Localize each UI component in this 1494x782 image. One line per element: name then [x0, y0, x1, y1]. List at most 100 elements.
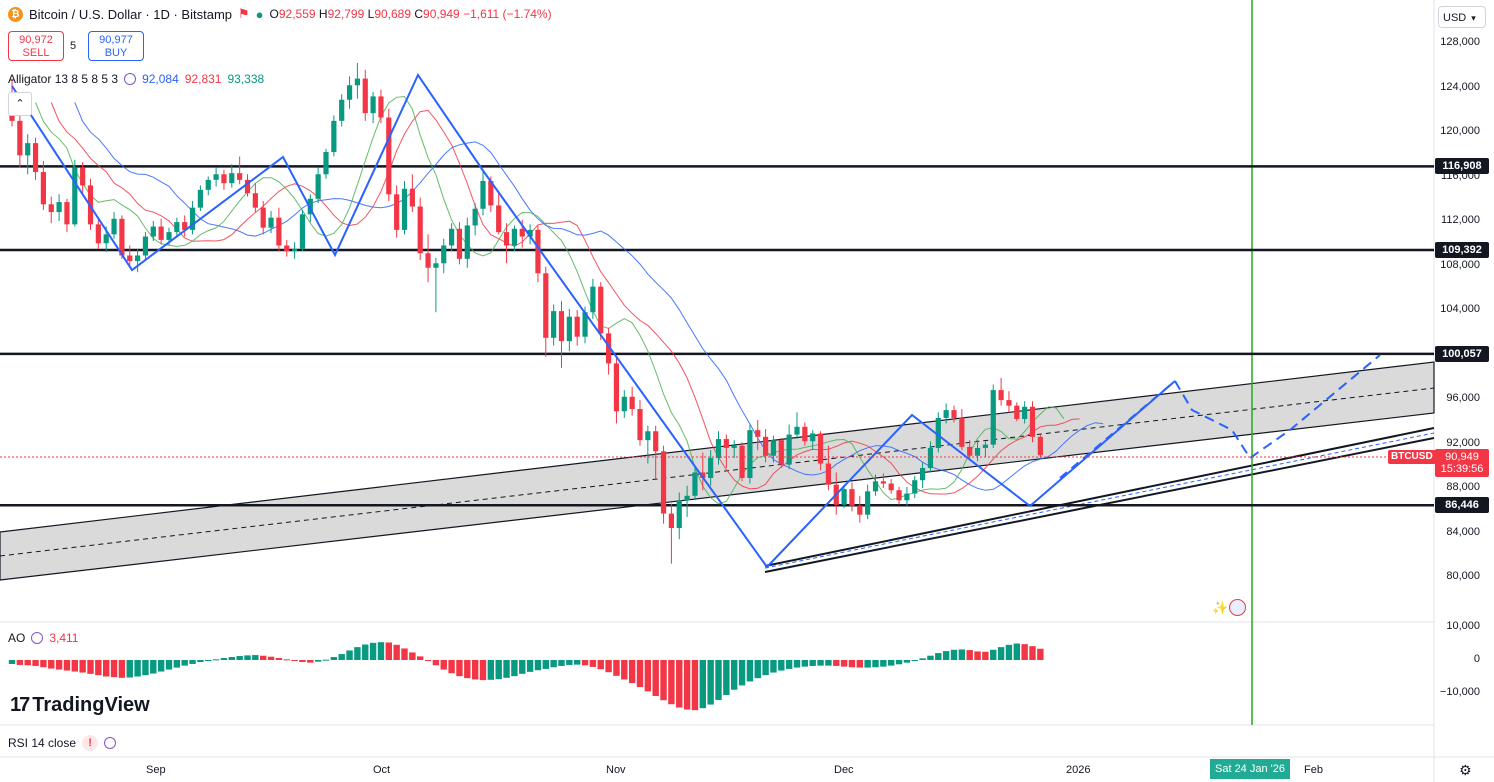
ao-bar	[699, 660, 706, 709]
ao-bar	[778, 660, 785, 671]
ao-bar	[283, 659, 290, 661]
candle	[205, 176, 211, 196]
candle	[409, 174, 415, 213]
candle	[629, 386, 635, 416]
candle	[959, 409, 965, 451]
candle	[653, 425, 659, 480]
ao-bar	[738, 660, 746, 686]
candle	[920, 462, 926, 488]
ao-bar	[150, 660, 157, 674]
candle	[747, 424, 753, 484]
ao-bar	[338, 654, 345, 660]
alligator-lips-line	[35, 95, 1065, 505]
ao-bar	[79, 660, 86, 673]
candle	[1022, 401, 1028, 424]
candle	[229, 164, 235, 188]
ao-bar	[173, 660, 181, 668]
symbol-title[interactable]: Bitcoin / U.S. Dollar · 1D · Bitstamp	[29, 6, 232, 22]
symbol-header[interactable]: ₿ Bitcoin / U.S. Dollar · 1D · Bitstamp …	[8, 6, 552, 22]
ao-settings-icon[interactable]	[31, 632, 44, 644]
ao-legend[interactable]: AO 3,411	[8, 631, 78, 645]
candle	[904, 486, 910, 506]
candle	[56, 194, 62, 221]
alert-flag-icon[interactable]: ⚑	[238, 6, 250, 21]
candle	[935, 412, 941, 453]
ao-bar	[385, 642, 392, 660]
gear-icon[interactable]: ⚙	[1459, 762, 1472, 778]
candle	[990, 384, 996, 448]
ao-bar	[676, 660, 683, 708]
candle	[1014, 402, 1020, 422]
ao-bar	[16, 660, 24, 665]
sell-button[interactable]: 90,972 SELL	[8, 31, 64, 61]
lightning-icon[interactable]: ✨	[1212, 600, 1229, 615]
candle	[315, 167, 321, 204]
ao-bar	[770, 660, 777, 673]
candle	[80, 162, 86, 194]
buy-label: BUY	[104, 47, 128, 59]
ao-bar	[212, 659, 220, 661]
us-flag-event-icon[interactable]	[1229, 599, 1246, 616]
ao-bar	[660, 660, 667, 701]
ao-bar	[48, 660, 55, 669]
ao-bar	[456, 660, 463, 677]
candle	[174, 217, 180, 238]
candle	[896, 486, 902, 505]
ao-bar	[369, 642, 377, 660]
ao-bar	[574, 660, 581, 665]
candle	[857, 495, 863, 523]
ao-bar	[762, 660, 769, 676]
market-status-icon[interactable]: ●	[255, 6, 264, 22]
candle	[213, 167, 219, 187]
candle	[794, 412, 800, 440]
candle	[425, 234, 431, 283]
ao-bar	[534, 660, 542, 671]
alligator-lips-value: 93,338	[227, 72, 265, 86]
ao-bar	[197, 660, 204, 662]
rsi-settings-icon[interactable]	[104, 737, 117, 749]
candle	[621, 390, 627, 418]
ao-bar	[432, 660, 440, 666]
candle	[943, 403, 949, 424]
tradingview-logo[interactable]: 17 TradingView	[10, 694, 150, 717]
rsi-alert-icon[interactable]: !	[82, 735, 99, 751]
level-price-tag: 86,446	[1435, 497, 1489, 514]
time-axis-label: Nov	[606, 764, 626, 776]
candle	[284, 239, 290, 257]
indicator-settings-icon[interactable]	[124, 73, 137, 85]
rsi-legend[interactable]: RSI 14 close !	[8, 735, 117, 751]
current-price-tag: 90,949 15:39:56	[1435, 449, 1489, 477]
candle	[401, 180, 408, 235]
ao-bar	[566, 660, 573, 665]
candle	[472, 203, 478, 236]
alligator-legend[interactable]: Alligator 13 8 5 8 5 3 92,084 92,831 93,…	[8, 72, 264, 86]
candle	[872, 474, 879, 496]
open-value: 92,559	[278, 7, 316, 21]
ao-bar	[479, 660, 487, 681]
candle	[480, 170, 486, 216]
ao-bar	[723, 660, 730, 695]
low-value: 90,689	[374, 7, 412, 21]
ao-bar	[291, 660, 298, 661]
candle	[951, 405, 957, 423]
ao-bar	[1021, 644, 1028, 660]
currency-select[interactable]: USD ▾	[1438, 6, 1486, 28]
ao-bar	[542, 660, 549, 669]
bar-countdown: 15:39:56	[1440, 463, 1484, 475]
candle	[182, 215, 188, 237]
level-price-tag: 100,057	[1435, 345, 1489, 362]
candle	[817, 431, 824, 471]
candle	[111, 212, 117, 239]
ao-bar	[754, 660, 761, 679]
ao-bar	[307, 660, 314, 663]
candle	[527, 224, 533, 245]
buy-button[interactable]: 90,977 BUY	[88, 31, 144, 61]
candle	[841, 484, 847, 509]
ao-bar	[440, 660, 447, 670]
price-axis-label: 88,000	[1446, 481, 1480, 493]
collapse-legend-button[interactable]: ⌃	[8, 92, 32, 116]
ao-bar	[63, 660, 71, 671]
ao-bar	[330, 657, 338, 660]
candle	[378, 89, 384, 124]
